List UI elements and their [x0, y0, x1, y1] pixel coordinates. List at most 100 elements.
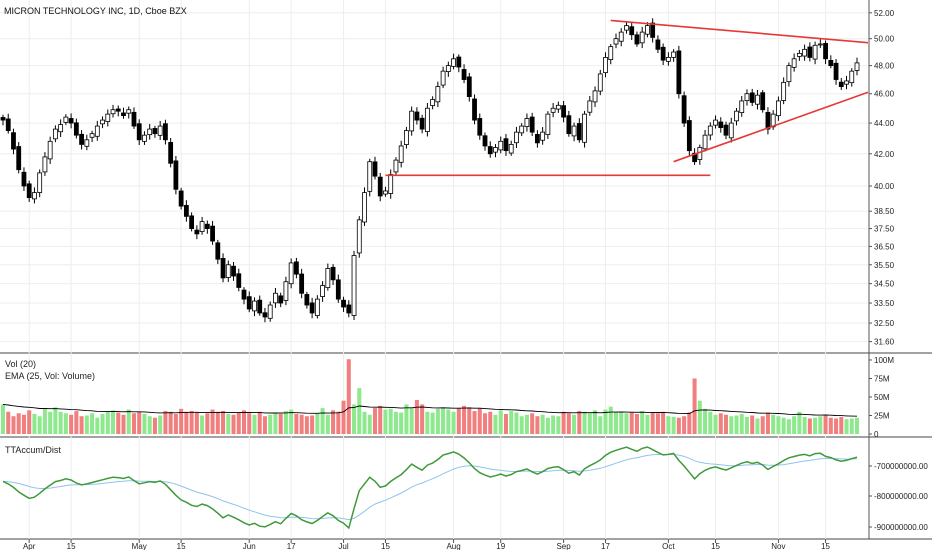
candle-body [320, 285, 325, 297]
volume-bar [273, 412, 278, 434]
candle-body [529, 116, 535, 133]
candle-body [231, 265, 236, 277]
candle [707, 122, 713, 141]
volume-bar [420, 404, 425, 434]
candle-body [749, 92, 755, 103]
candle-body [225, 264, 231, 278]
volume-bar [739, 414, 744, 434]
candle [561, 101, 567, 123]
volume-bar [367, 414, 372, 434]
candle [267, 301, 273, 322]
volume-bar [519, 416, 524, 434]
candle-body [571, 125, 577, 137]
volume-bar [262, 416, 267, 434]
candle [613, 33, 619, 49]
osc-tick-label: -800000000.00 [874, 492, 928, 501]
candle-body [760, 92, 766, 111]
volume-bar [682, 416, 687, 434]
candle-body [100, 119, 105, 125]
candle-body [597, 73, 603, 92]
candle-body [252, 300, 257, 312]
volume-bar [331, 410, 336, 434]
candle-body [493, 147, 498, 153]
volume-bar [530, 413, 535, 434]
volume-bar [315, 413, 320, 434]
time-tick-label: 17 [601, 542, 610, 550]
volume-bar [645, 414, 650, 434]
price-tick-label: 52.00 [874, 9, 895, 18]
time-tick-label: Jul [338, 542, 348, 550]
candle [744, 89, 750, 106]
candle-body [514, 131, 519, 144]
candle [377, 172, 383, 202]
candle-body [288, 262, 294, 285]
volume-bar [247, 413, 252, 434]
candle [723, 121, 729, 140]
price-tick-label: 34.50 [874, 280, 895, 289]
candle-body [5, 118, 11, 132]
osc-tick-label: -700000000.00 [874, 462, 928, 471]
candle [786, 62, 792, 87]
volume-bar [524, 414, 529, 434]
candle-body [613, 38, 619, 45]
volume-bar [341, 400, 346, 434]
candle [404, 126, 409, 149]
candle [697, 144, 703, 165]
volume-bar [79, 416, 84, 434]
volume-bar [346, 359, 351, 434]
volume-bar [58, 411, 63, 434]
candle [335, 274, 341, 303]
volume-bar [168, 411, 173, 434]
candle-body [409, 110, 415, 132]
price-tick-label: 37.50 [874, 225, 895, 234]
candle [608, 44, 614, 65]
candle [121, 107, 126, 119]
volume-bar [619, 411, 624, 434]
candle-body [79, 133, 84, 145]
candle [451, 53, 456, 70]
volume-bar [750, 415, 755, 434]
volume-bar [105, 411, 110, 434]
candle [199, 216, 205, 235]
candle-body [466, 76, 472, 98]
volume-bar [577, 411, 582, 434]
volume-bar [278, 414, 283, 434]
candle [519, 123, 525, 137]
volume-bar [844, 419, 849, 434]
candle [252, 297, 257, 317]
candle [440, 66, 446, 89]
candle-body [519, 125, 525, 134]
candle [409, 106, 415, 136]
candle-body [430, 99, 436, 107]
candle-body [639, 31, 645, 44]
volume-bar [655, 413, 660, 434]
candle [168, 137, 174, 168]
candle [739, 95, 745, 117]
trendline-lower [673, 91, 869, 163]
candle-body [477, 118, 483, 136]
candle [461, 64, 467, 84]
volume-bar [362, 411, 367, 434]
price-tick-label: 35.50 [874, 261, 895, 270]
volume-tick-label: 0 [874, 430, 879, 439]
candle-body [299, 273, 305, 294]
volume-bar [393, 411, 398, 434]
volume-bar [493, 414, 498, 434]
volume-bar [839, 416, 844, 434]
candle-body [314, 298, 320, 316]
candle-body [362, 192, 367, 223]
candle-body [802, 48, 808, 57]
candle [833, 59, 839, 85]
candle [398, 140, 404, 168]
volume-bar [95, 417, 100, 434]
candle [299, 268, 305, 299]
volume-bar [37, 416, 42, 434]
candle [791, 53, 797, 72]
candle-body [304, 294, 310, 306]
candle [220, 253, 226, 283]
candle-body [63, 116, 69, 123]
candle-body [817, 43, 823, 46]
candle [817, 38, 823, 49]
candle [529, 112, 535, 137]
